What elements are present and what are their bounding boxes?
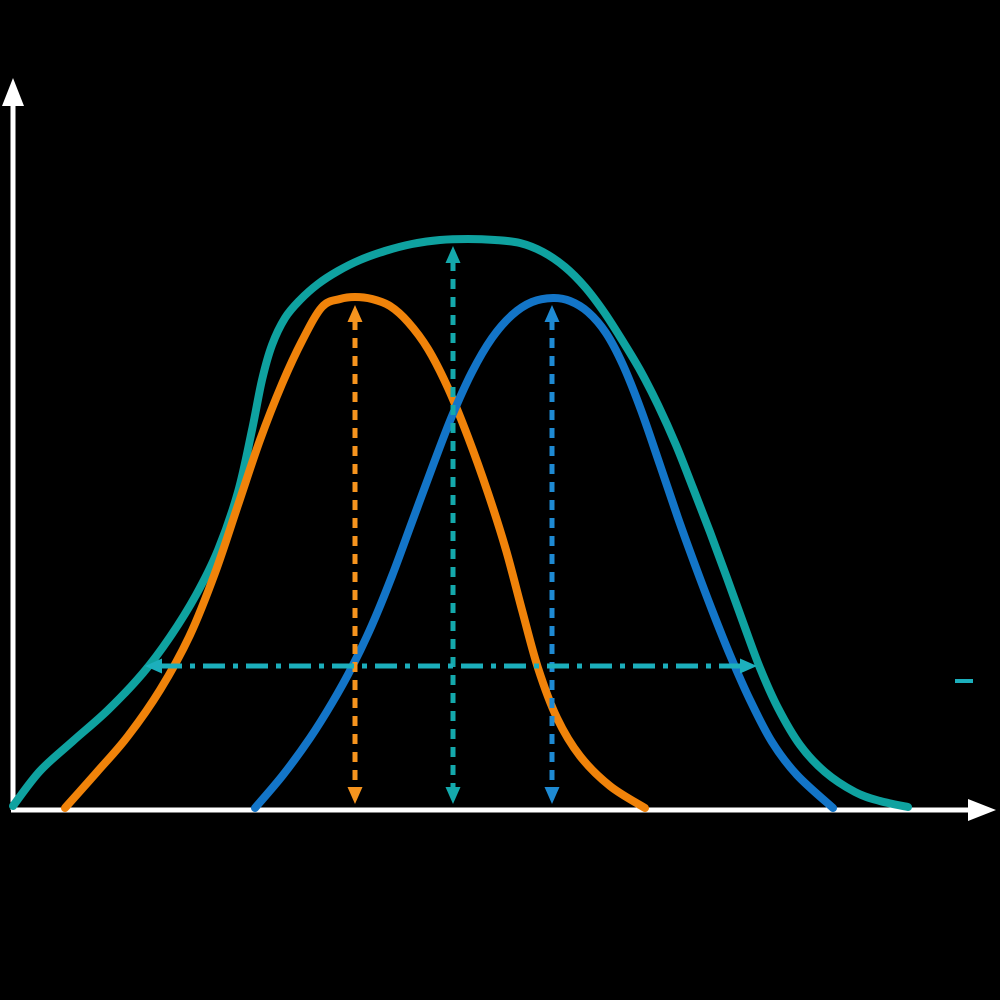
- peak-height-arrow-a: [347, 305, 363, 804]
- annotations-group: [145, 246, 973, 804]
- width-arrow-combined-left-arrowhead-icon: [145, 658, 162, 674]
- peak-height-arrow-b: [544, 305, 560, 804]
- y-axis-arrowhead-icon: [2, 78, 24, 106]
- width-arrow-combined: [145, 658, 757, 674]
- peak-height-arrow-combined-up-arrowhead-icon: [445, 246, 461, 263]
- axes-group: [2, 78, 996, 821]
- curve-combined-distribution: [9, 235, 912, 811]
- peak-height-arrow-combined-down-arrowhead-icon: [445, 787, 461, 804]
- stray-dash-mark: [955, 679, 973, 683]
- curve-distribution-a: [61, 293, 649, 812]
- peak-height-arrow-a-up-arrowhead-icon: [347, 305, 363, 322]
- width-arrow-combined-right-arrowhead-icon: [740, 658, 757, 674]
- series-group: [9, 235, 912, 812]
- peak-height-arrow-b-down-arrowhead-icon: [544, 787, 560, 804]
- peak-height-arrow-combined: [445, 246, 461, 804]
- curve-distribution-b: [251, 293, 837, 812]
- peak-height-arrow-a-down-arrowhead-icon: [347, 787, 363, 804]
- peak-height-arrow-b-up-arrowhead-icon: [544, 305, 560, 322]
- x-axis-arrowhead-icon: [968, 799, 996, 821]
